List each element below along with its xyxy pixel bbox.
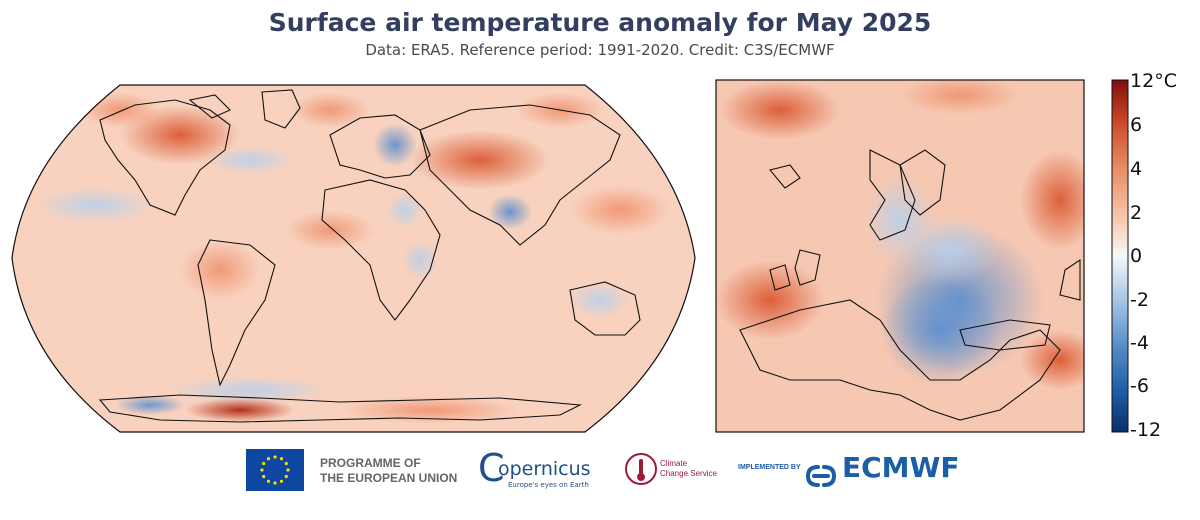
colorbar-tick-minus6: -6 — [1130, 375, 1149, 397]
eu-programme-text: PROGRAMME OF THE EUROPEAN UNION — [320, 456, 457, 486]
global-coastlines — [98, 89, 641, 423]
colorbar — [1111, 79, 1129, 433]
colorbar-tick-4: 4 — [1130, 158, 1143, 180]
colorbar-tick-minus2: -2 — [1130, 289, 1149, 311]
europe-anomaly-field — [716, 80, 1084, 432]
copernicus-c: C — [478, 446, 505, 490]
chart-title: Surface air temperature anomaly for May … — [268, 8, 932, 37]
climate-service-text: Climate Change Service — [660, 459, 717, 479]
colorbar-tick-12: 12°C — [1130, 70, 1177, 92]
implemented-by-label: IMPLEMENTED BY — [738, 464, 801, 471]
ecmwf-wordmark: ECMWF — [842, 451, 960, 484]
colorbar-unit: °C — [1154, 70, 1177, 92]
colorbar-tick-6: 6 — [1130, 114, 1143, 136]
climate-change-service-icon — [625, 453, 657, 485]
europe-coastlines — [739, 149, 1081, 421]
colorbar-tick-minus4: -4 — [1130, 332, 1149, 354]
global-map-border — [11, 84, 696, 433]
global-anomaly-field — [12, 85, 695, 432]
copernicus-wordmark: opernicus — [498, 458, 591, 480]
eu-line2: THE EUROPEAN UNION — [320, 471, 458, 485]
copernicus-tagline: Europe's eyes on Earth — [508, 481, 589, 489]
colorbar-tick-2: 2 — [1130, 202, 1143, 224]
copernicus-logo: C opernicus Europe's eyes on Earth — [478, 448, 598, 492]
climate-line1: Climate — [660, 459, 688, 468]
eu-line1: PROGRAMME OF — [320, 456, 421, 470]
colorbar-tick-minus12: -12 — [1130, 419, 1162, 441]
europe-map-border — [715, 79, 1085, 433]
chart-subtitle: Data: ERA5. Reference period: 1991-2020.… — [365, 41, 835, 59]
eu-flag-icon — [246, 449, 304, 491]
footer-logos: PROGRAMME OF THE EUROPEAN UNION C operni… — [0, 448, 1200, 492]
ecmwf-icon — [805, 465, 837, 487]
climate-line2: Change Service — [660, 469, 717, 478]
colorbar-tick-0: 0 — [1130, 245, 1143, 267]
